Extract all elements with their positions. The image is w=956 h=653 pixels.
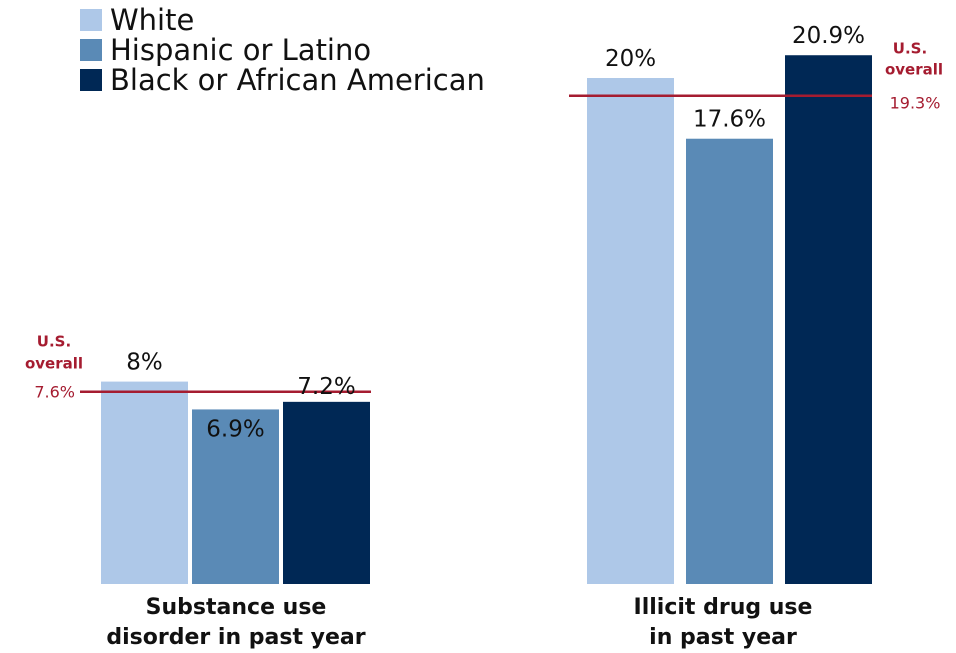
data-label: 7.2%	[297, 374, 355, 400]
bar	[587, 78, 674, 584]
bar	[785, 55, 872, 585]
data-label: 20%	[605, 46, 656, 72]
reference-name: U.S.	[893, 40, 927, 58]
reference-value: 7.6%	[34, 383, 75, 402]
category-label: Substance use	[146, 595, 327, 620]
legend-swatch	[80, 39, 102, 61]
category-label: in past year	[649, 625, 797, 650]
reference-name: U.S.	[37, 333, 71, 351]
category-label: disorder in past year	[106, 625, 365, 650]
reference-name: overall	[885, 61, 943, 79]
legend-label: Black or African American	[110, 63, 485, 97]
data-label: 6.9%	[206, 416, 264, 442]
category-label: Illicit drug use	[634, 595, 813, 620]
bar	[686, 138, 773, 584]
data-label: 8%	[126, 350, 163, 376]
legend-swatch	[80, 9, 102, 31]
legend-label: Hispanic or Latino	[110, 33, 371, 67]
reference-value: 19.3%	[890, 94, 941, 113]
bar	[283, 401, 370, 584]
bar	[192, 409, 279, 584]
reference-name: overall	[25, 355, 83, 373]
data-label: 17.6%	[693, 107, 766, 133]
data-label: 20.9%	[792, 23, 865, 49]
bar	[101, 381, 188, 584]
legend-label: White	[110, 3, 194, 37]
legend-swatch	[80, 69, 102, 91]
